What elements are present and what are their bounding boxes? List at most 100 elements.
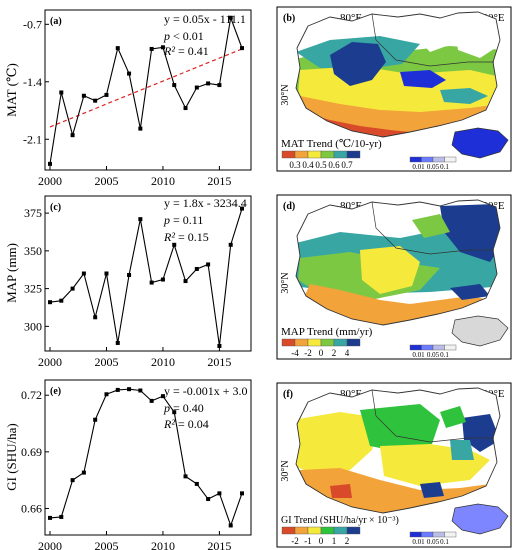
plateau-outline: [295, 387, 501, 514]
significance-swatch: [432, 156, 445, 163]
data-point: [149, 46, 154, 51]
panel-label: (d): [283, 201, 295, 212]
r-squared-text: R² = 0.41: [163, 44, 209, 58]
data-point: [217, 491, 222, 496]
x-tick-label: 2010: [151, 539, 175, 550]
latitude-label-30n: 30°N: [280, 272, 291, 293]
legend-label: 1: [332, 536, 337, 546]
map-panel-gi-trend: (f) 80°E 100°E 30°N GI Trend (SHU/ha/yr …: [276, 382, 512, 548]
data-point: [183, 474, 188, 479]
data-point: [217, 343, 222, 348]
data-point: [138, 217, 143, 222]
data-point: [172, 83, 177, 88]
data-point: [194, 266, 199, 271]
legend-swatch: [346, 338, 361, 347]
r-squared-text: R² = 0.04: [163, 417, 209, 431]
legend-label: 0.3: [289, 160, 301, 170]
data-point: [48, 300, 52, 305]
x-tick-label: 2005: [94, 539, 118, 550]
series-line: [49, 15, 243, 164]
data-point: [240, 206, 244, 211]
data-point: [104, 92, 109, 97]
data-point: [206, 497, 211, 502]
legend-swatch: [320, 338, 335, 347]
data-point: [228, 15, 233, 20]
data-point: [70, 478, 75, 483]
latitude-label-30n: 30°N: [280, 460, 291, 481]
p-value-text: p = 0.40: [163, 401, 204, 415]
panel-label: (e): [50, 386, 61, 397]
legend-swatch: [294, 150, 309, 159]
plot-area: -2.1 -1.4 -0.7 2000 2005 2010 2015: [23, 15, 244, 188]
legend-label: -2: [304, 348, 312, 358]
p-symbol: p: [163, 213, 170, 227]
y-tick-label: -2.1: [23, 132, 42, 146]
plot-frame: [44, 9, 252, 171]
data-point: [172, 242, 177, 247]
significance-swatch: [409, 156, 422, 163]
data-point: [81, 271, 86, 276]
r-squared-text: R² = 0.15: [163, 230, 209, 244]
data-point: [127, 273, 132, 278]
data-point: [194, 481, 199, 486]
plot-frame: [44, 195, 252, 352]
legend-swatch: [307, 150, 322, 159]
data-point: [194, 85, 199, 90]
inset-map: [451, 315, 509, 347]
data-point: [138, 388, 143, 393]
legend-title: MAT Trend (℃/10-yr): [281, 138, 382, 150]
series-line: [49, 208, 243, 347]
y-tick-label: 350: [24, 244, 42, 258]
p-value: < 0.01: [170, 29, 204, 43]
data-point: [127, 71, 132, 76]
significance-swatch: [444, 156, 457, 163]
r2-symbol: R²: [163, 417, 175, 431]
data-point: [240, 491, 244, 496]
data-point: [228, 242, 233, 247]
legend-label: 0.7: [341, 160, 353, 170]
significance-label: 0.05: [427, 538, 440, 546]
y-tick-label: 0.72: [21, 388, 42, 402]
data-point: [48, 515, 52, 520]
regression-equation: y = 0.05x - 111.1: [164, 12, 246, 26]
series-line: [49, 388, 243, 528]
data-point: [206, 262, 211, 267]
data-point: [59, 90, 64, 95]
y-tick-label: -0.7: [23, 17, 42, 31]
data-point: [183, 279, 188, 284]
significance-legend: 0.01 0.05 0.1: [409, 156, 457, 171]
y-axis-label: MAT (℃): [4, 63, 19, 117]
data-point: [115, 340, 120, 345]
significance-label: 0.1: [440, 538, 449, 546]
x-tick-label: 2000: [38, 355, 62, 369]
legend-swatch: [281, 150, 296, 159]
plot-area: 300 325 350 375 2000 2005 2010 2015: [24, 206, 244, 369]
legend-swatch: [346, 526, 361, 535]
data-point: [104, 271, 109, 276]
region-boundary: [371, 13, 494, 67]
map-raster: [296, 388, 500, 513]
data-point: [160, 277, 165, 282]
data-point: [81, 470, 86, 475]
y-tick-label: -1.4: [23, 75, 42, 89]
color-legend: MAP Trend (mm/yr) -4 -2 0 2 4: [281, 326, 373, 358]
significance-swatch: [432, 344, 445, 351]
data-point: [115, 46, 120, 51]
significance-legend: 0.01 0.05 0.1: [409, 344, 457, 359]
data-point: [172, 410, 177, 415]
legend-swatch: [281, 526, 296, 535]
data-point: [138, 126, 143, 131]
significance-label: 0.1: [440, 163, 449, 171]
legend-title: GI Trend (SHU/ha/yr × 10⁻³): [281, 515, 399, 526]
significance-label: 0.01: [412, 538, 425, 546]
legend-swatch: [333, 338, 348, 347]
x-tick-label: 2010: [151, 174, 175, 188]
chart-panel-gi: (e) GI (SHU/ha) y = -0.001x + 3.0 p = 0.…: [4, 379, 252, 550]
significance-swatch: [409, 344, 422, 351]
legend-swatch: [320, 526, 335, 535]
legend-swatch: [294, 526, 309, 535]
data-point: [183, 106, 188, 111]
y-tick-label: 0.66: [21, 501, 42, 515]
significance-label: 0.05: [427, 351, 440, 359]
legend-label: 0.5: [315, 160, 327, 170]
